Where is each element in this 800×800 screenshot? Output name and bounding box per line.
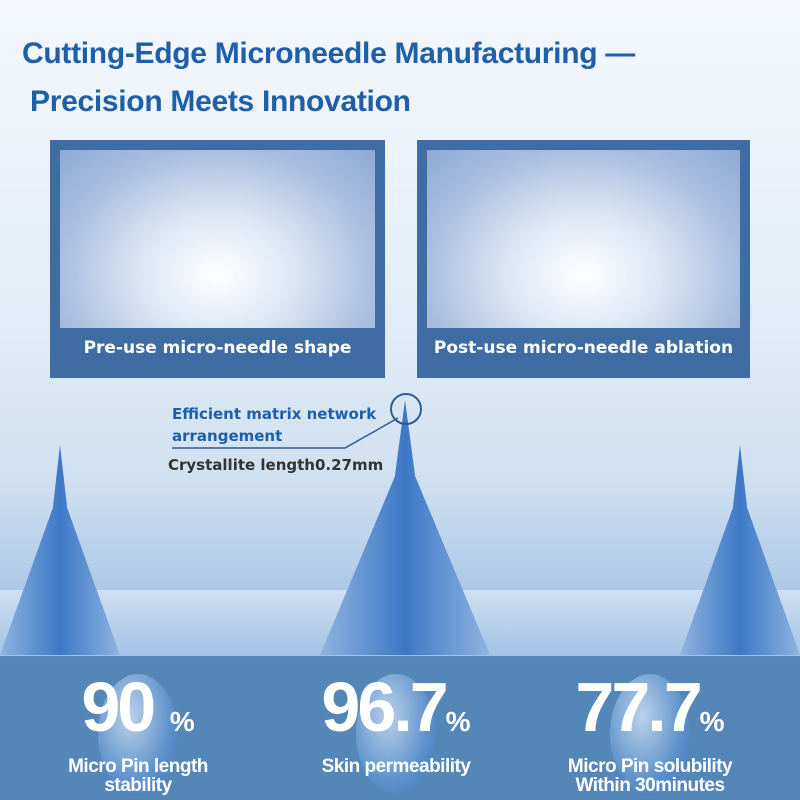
annotation-detail: Crystallite length0.27mm [168, 456, 384, 474]
stat-label: Micro Pin length [68, 756, 208, 777]
stat-unit: % [169, 706, 195, 737]
pre-use-panel: Pre-use micro-needle shape [50, 140, 385, 378]
pre-use-caption: Pre-use micro-needle shape [83, 338, 352, 358]
stat-unit: % [699, 706, 725, 737]
annotation-feature: Efficient matrix network arrangement [172, 405, 377, 445]
stat-label: Skin permeability [321, 756, 471, 777]
page-title: Cutting-Edge Microneedle Manufacturing —… [22, 30, 635, 126]
post-use-caption: Post-use micro-needle ablation [433, 338, 734, 358]
stat-unit: % [445, 706, 471, 737]
stat-label-2: stability [104, 775, 172, 796]
stat-value: 77.7 [575, 668, 702, 746]
stat-value: 90 [81, 668, 156, 746]
stat-label: Micro Pin solubility [567, 756, 733, 777]
water-orb-icon [98, 674, 178, 794]
stat-value: 96.7 [321, 668, 448, 746]
stat-length-stability: 90 % Micro Pin length stability [28, 660, 248, 795]
stat-skin-permeability: 96.7% Skin permeability [286, 660, 506, 794]
title-line-2: Precision Meets Innovation [30, 85, 411, 118]
post-use-image [427, 150, 740, 328]
water-orb-icon [356, 674, 436, 794]
stat-label-2: Within 30minutes [575, 775, 725, 796]
stat-solubility: 77.7% Micro Pin solubility Within 30minu… [540, 660, 760, 795]
title-line-1: Cutting-Edge Microneedle Manufacturing — [22, 37, 636, 70]
highlight-ring-icon [390, 393, 422, 425]
pre-use-image [60, 150, 375, 328]
water-orb-icon [610, 674, 690, 794]
post-use-panel: Post-use micro-needle ablation [417, 140, 750, 378]
